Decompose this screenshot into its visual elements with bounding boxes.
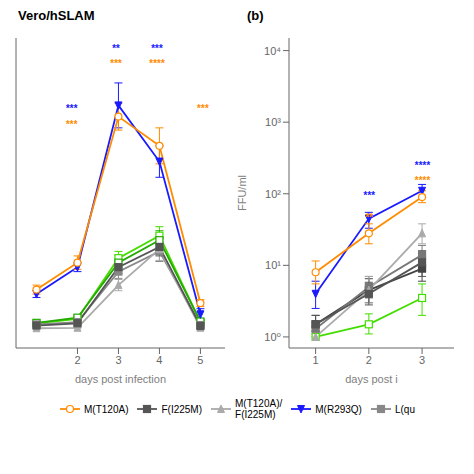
svg-text:days post i: days post i — [345, 373, 398, 385]
svg-text:***: *** — [65, 103, 78, 114]
html-text:M(R293Q): M(R293Q) — [315, 403, 362, 415]
svg-text:3: 3 — [115, 354, 121, 366]
html-text:M(T120A)/ F(I225M): M(T120A)/ F(I225M) — [235, 398, 283, 420]
svg-text:10⁴: 10⁴ — [264, 45, 281, 57]
svg-text:***: *** — [197, 103, 210, 114]
html-text:Vero/hSLAM: Vero/hSLAM — [18, 8, 95, 23]
html-text:F(I225M): F(I225M) — [161, 403, 202, 415]
html-text:M(T120A): M(T120A) — [84, 403, 129, 415]
svg-text:****: **** — [149, 58, 166, 69]
svg-text:**: ** — [365, 212, 374, 223]
svg-text:10⁰: 10⁰ — [264, 331, 281, 343]
svg-text:FFU/ml: FFU/ml — [237, 175, 248, 211]
svg-text:3: 3 — [419, 354, 425, 366]
svg-text:***: *** — [110, 58, 123, 69]
svg-text:***: *** — [363, 190, 376, 201]
svg-text:****: **** — [414, 175, 431, 186]
svg-text:2: 2 — [366, 354, 372, 366]
svg-text:days post infection: days post infection — [75, 373, 166, 385]
svg-text:10³: 10³ — [265, 116, 281, 128]
html-text:(b): (b) — [247, 8, 264, 23]
svg-text:4: 4 — [156, 354, 162, 366]
svg-text:****: **** — [414, 160, 431, 171]
svg-text:**: ** — [112, 43, 121, 54]
svg-text:5: 5 — [197, 354, 203, 366]
svg-text:10¹: 10¹ — [265, 259, 281, 271]
html-text:L(qu: L(qu — [395, 403, 415, 415]
svg-text:10²: 10² — [265, 188, 281, 200]
svg-text:2: 2 — [74, 354, 80, 366]
svg-text:1: 1 — [313, 354, 319, 366]
svg-text:***: *** — [151, 43, 164, 54]
svg-text:***: *** — [65, 119, 78, 130]
